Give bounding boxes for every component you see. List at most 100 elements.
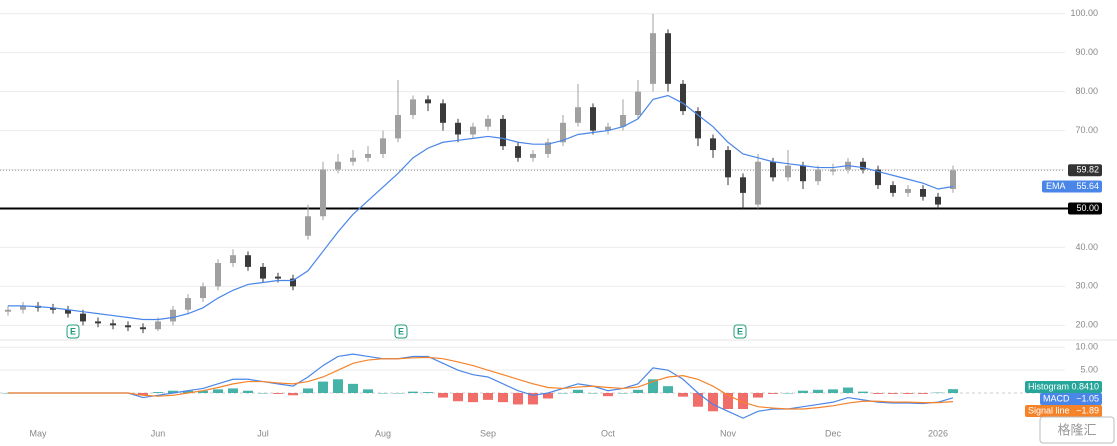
histogram-bar	[348, 383, 358, 393]
candle-body	[170, 309, 176, 322]
candle-body	[260, 266, 266, 279]
y-tick-label: 10.00	[1075, 342, 1098, 352]
candle-body	[635, 91, 641, 115]
candle-body	[485, 118, 491, 127]
candle-body	[605, 126, 611, 131]
histogram-bar	[588, 393, 598, 394]
y-tick-label: 20.00	[1075, 320, 1098, 330]
histogram-bar	[408, 391, 418, 393]
histogram-bar	[528, 393, 538, 405]
candle-body	[830, 169, 836, 172]
candle-body	[650, 33, 656, 84]
histogram-bar	[783, 393, 793, 394]
candle-body	[200, 286, 206, 299]
histogram-bar	[393, 393, 403, 394]
histogram-bar	[693, 393, 703, 407]
value-box-label: MACD	[1043, 393, 1070, 403]
candle-body	[800, 165, 806, 182]
candle-body	[545, 142, 551, 154]
candle-body	[440, 103, 446, 123]
histogram-bar	[918, 393, 928, 394]
candle-body	[815, 169, 821, 182]
candle-body	[155, 321, 161, 330]
earnings-markers: E E E	[66, 324, 747, 339]
candle-body	[305, 216, 311, 236]
x-tick-label: May	[29, 428, 47, 438]
histogram-bar	[798, 390, 808, 393]
histogram-bar	[513, 393, 523, 405]
histogram-bar	[288, 393, 298, 396]
x-tick-label: Dec	[825, 428, 842, 438]
histogram-bar	[933, 392, 943, 394]
histogram-bar	[768, 393, 778, 394]
candle-body	[335, 161, 341, 170]
candle-body	[380, 138, 386, 154]
value-box	[1068, 164, 1102, 177]
candle-body	[395, 115, 401, 139]
y-tick-label: 40.00	[1075, 242, 1098, 252]
histogram-bar	[753, 393, 763, 398]
value-box	[1042, 180, 1102, 193]
candle-body	[875, 169, 881, 186]
histogram-bar	[948, 389, 958, 393]
earnings-box[interactable]	[394, 324, 408, 339]
candle-body	[770, 161, 776, 178]
plot: 20.0030.0040.0050.0060.0070.0080.0090.00…	[0, 8, 1102, 438]
histogram-bar	[363, 389, 373, 393]
value-box-label: 59.82	[1076, 165, 1099, 175]
candle-body	[950, 170, 956, 189]
x-tick-label: Nov	[720, 428, 737, 438]
value-box	[1068, 202, 1102, 215]
histogram-bar	[678, 393, 688, 397]
histogram-bar	[483, 393, 493, 400]
histogram-bar	[573, 389, 583, 393]
value-box-label: 50.00	[1076, 203, 1099, 213]
earnings-box[interactable]	[733, 324, 747, 339]
candle-body	[410, 99, 416, 115]
macd-line	[8, 353, 954, 419]
earnings-box[interactable]	[66, 324, 80, 339]
x-tick-label: Oct	[601, 428, 616, 438]
histogram-bar	[453, 393, 463, 402]
histogram-bar	[243, 390, 253, 393]
candle-body	[5, 309, 11, 312]
candle-body	[530, 153, 536, 158]
candle-body	[470, 126, 476, 135]
histogram-bar	[708, 393, 718, 412]
earnings-label: E	[737, 326, 743, 336]
candle-body	[110, 323, 116, 326]
candle-body	[620, 115, 626, 127]
candle-body	[320, 169, 326, 217]
candle-body	[245, 255, 251, 267]
value-box-label: Histogram	[1028, 381, 1069, 391]
histogram-bar	[258, 393, 268, 394]
x-tick-label: Jun	[151, 428, 166, 438]
ema-line	[8, 94, 954, 321]
candle-body	[275, 276, 281, 279]
candle-body	[905, 189, 911, 193]
histogram-bar	[603, 393, 613, 397]
histogram-bar	[738, 393, 748, 409]
histogram-bar	[318, 381, 328, 393]
candle-body	[590, 107, 596, 131]
candle-body	[125, 325, 131, 328]
histogram-bar	[273, 393, 283, 394]
x-tick-label: 2026	[928, 428, 948, 438]
candle-body	[185, 298, 191, 310]
histogram-bar	[498, 393, 508, 403]
histogram-bar	[843, 387, 853, 393]
candle-body	[230, 255, 236, 263]
histogram-bar	[633, 389, 643, 393]
y-tick-label: 90.00	[1075, 47, 1098, 57]
histogram-bar	[468, 393, 478, 403]
candle-body	[365, 153, 371, 158]
x-tick-label: Sep	[480, 428, 496, 438]
candle-body	[80, 313, 86, 322]
histogram-bar	[183, 390, 193, 393]
histogram-bar	[153, 392, 163, 393]
candle-body	[50, 307, 56, 310]
histogram-bar	[423, 392, 433, 393]
candle-body	[755, 161, 761, 205]
value-box-label: 0.8410	[1071, 381, 1099, 391]
